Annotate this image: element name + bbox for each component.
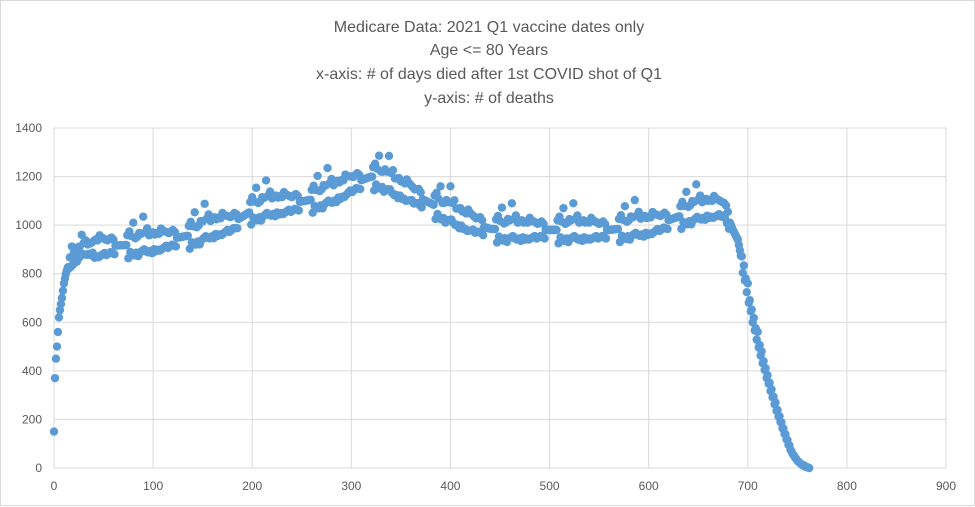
data-point xyxy=(139,212,148,221)
data-point xyxy=(745,296,754,305)
data-point xyxy=(49,427,59,436)
data-point xyxy=(53,327,63,337)
data-point xyxy=(490,224,500,234)
data-point xyxy=(601,234,611,243)
data-points xyxy=(49,151,814,473)
chart-title-line-3: x-axis: # of days died after 1st COVID s… xyxy=(316,66,662,83)
data-point xyxy=(446,182,455,191)
data-point xyxy=(507,199,517,208)
x-tick-label: 600 xyxy=(639,479,659,493)
data-point xyxy=(569,199,578,208)
x-tick-label: 300 xyxy=(341,479,361,493)
data-point xyxy=(51,354,61,363)
data-point xyxy=(478,230,488,240)
y-tick-label: 600 xyxy=(22,315,42,329)
data-point xyxy=(761,363,770,373)
chart-title-line-1: Medicare Data: 2021 Q1 vaccine dates onl… xyxy=(334,19,644,36)
x-tick-label: 0 xyxy=(51,479,58,493)
data-point xyxy=(388,166,398,175)
data-point xyxy=(233,223,242,233)
data-point xyxy=(477,216,487,225)
data-point xyxy=(767,385,776,394)
y-axis-ticks: 0 200 400 600 800 1000 1200 1400 xyxy=(15,121,42,475)
data-point xyxy=(54,313,64,322)
y-tick-label: 1200 xyxy=(15,170,42,184)
data-point xyxy=(450,196,459,205)
data-point xyxy=(251,183,261,192)
x-tick-label: 400 xyxy=(440,479,460,493)
x-tick-label: 700 xyxy=(738,479,758,493)
data-point xyxy=(663,224,672,234)
data-point xyxy=(573,211,582,220)
x-tick-label: 900 xyxy=(936,479,956,493)
data-point xyxy=(294,206,304,215)
data-point xyxy=(52,342,62,351)
data-point xyxy=(436,182,445,191)
chart-title-line-4: y-axis: # of deaths xyxy=(424,90,554,107)
data-point xyxy=(50,373,60,383)
x-tick-label: 200 xyxy=(242,479,262,493)
data-point xyxy=(747,305,756,314)
data-point xyxy=(757,347,766,356)
y-tick-label: 0 xyxy=(35,461,42,475)
y-tick-label: 400 xyxy=(22,364,42,378)
data-point xyxy=(374,151,384,160)
data-point xyxy=(511,211,521,220)
data-point xyxy=(356,184,365,194)
data-point xyxy=(58,286,68,295)
y-tick-label: 1000 xyxy=(15,218,42,232)
data-point xyxy=(620,202,630,211)
data-point xyxy=(323,163,332,173)
data-point xyxy=(57,293,67,303)
data-point xyxy=(613,224,623,234)
chart-title-line-2: Age <= 80 Years xyxy=(430,42,548,59)
x-tick-label: 800 xyxy=(837,479,857,493)
data-point xyxy=(200,199,209,208)
data-point xyxy=(417,203,426,212)
data-point xyxy=(723,207,733,216)
y-tick-label: 200 xyxy=(22,412,42,426)
data-point xyxy=(805,463,814,473)
data-point xyxy=(739,261,749,270)
x-tick-label: 100 xyxy=(143,479,163,493)
data-point xyxy=(763,371,772,380)
data-point xyxy=(692,180,701,189)
data-point xyxy=(190,208,199,217)
data-point xyxy=(771,398,780,407)
data-point xyxy=(261,176,271,185)
x-tick-label: 500 xyxy=(540,479,560,493)
data-point xyxy=(630,195,639,205)
data-point xyxy=(552,225,561,235)
data-point xyxy=(384,151,394,161)
data-point xyxy=(306,195,315,205)
data-point xyxy=(540,234,549,243)
data-point xyxy=(682,187,691,197)
data-point xyxy=(559,203,568,213)
y-tick-label: 800 xyxy=(22,267,42,281)
data-point xyxy=(753,327,762,336)
data-point xyxy=(497,203,507,212)
data-point xyxy=(367,172,377,181)
data-point xyxy=(749,313,758,323)
x-axis-ticks: 0 100 200 300 400 500 600 700 800 900 xyxy=(51,479,957,493)
data-point xyxy=(429,200,438,209)
y-tick-label: 1400 xyxy=(15,121,42,135)
data-point xyxy=(416,188,425,197)
data-point xyxy=(765,378,774,388)
data-point xyxy=(742,287,751,297)
data-point xyxy=(313,171,322,181)
data-point xyxy=(171,242,181,251)
data-point xyxy=(110,250,119,259)
data-point xyxy=(737,252,747,261)
data-point xyxy=(129,218,138,227)
data-point xyxy=(743,279,752,288)
gridlines xyxy=(53,127,947,469)
data-point xyxy=(122,240,131,250)
data-point xyxy=(759,356,768,366)
data-point xyxy=(183,231,192,240)
data-point xyxy=(721,201,731,210)
